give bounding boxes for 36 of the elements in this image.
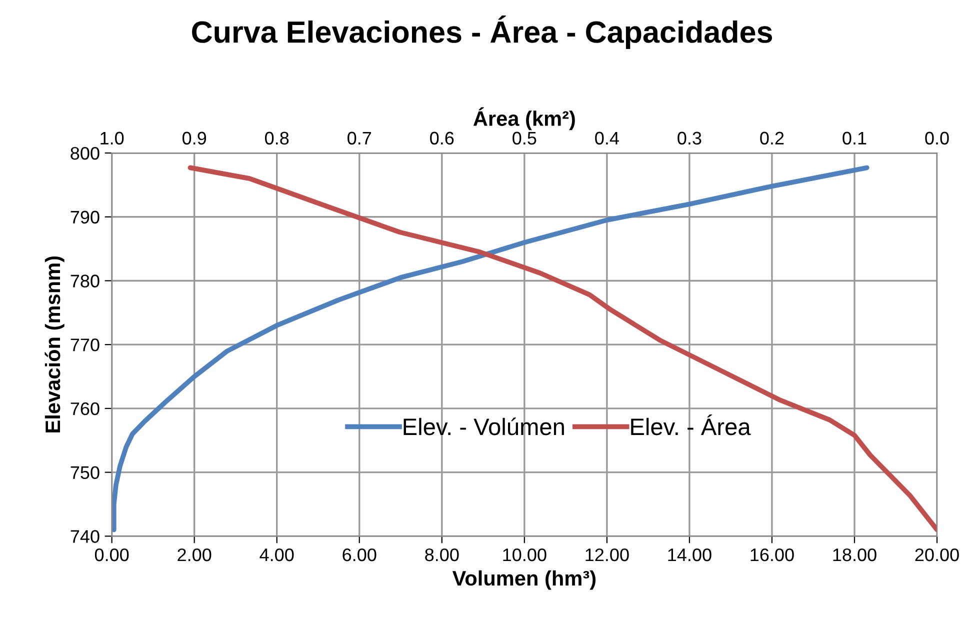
x2-axis-title: Área (km²) (473, 107, 575, 130)
chart-title: Curva Elevaciones - Área - Capacidades (192, 16, 772, 49)
x2-tick-label: 0.7 (348, 132, 372, 145)
y-tick-label: 780 (70, 274, 100, 288)
x-tick-label: 12.00 (586, 548, 629, 562)
y-tick-label: 770 (70, 338, 100, 352)
x2-tick-label: 0.3 (678, 132, 702, 145)
x2-tick-label: 1.0 (100, 132, 124, 145)
legend-label: Elev. - Volúmen (404, 418, 564, 436)
x-tick-label: 10.00 (503, 548, 546, 562)
x-tick-label: 16.00 (750, 548, 794, 562)
x-tick-label: 6.00 (342, 548, 376, 562)
x2-tick-label: 0.4 (595, 132, 619, 145)
x-tick-label: 0.00 (94, 548, 129, 562)
y-tick-label: 800 (70, 146, 100, 160)
x-tick-label: 18.00 (833, 548, 876, 562)
x-tick-label: 2.00 (178, 548, 212, 562)
y-tick-label: 740 (70, 530, 100, 543)
y-tick-label: 760 (70, 402, 100, 416)
x-tick-label: 8.00 (425, 548, 459, 562)
x2-tick-label: 0.2 (760, 132, 784, 145)
x2-tick-label: 0.5 (512, 132, 536, 145)
x-tick-label: 4.00 (260, 548, 294, 562)
x2-tick-label: 0.6 (430, 132, 454, 145)
x2-tick-label: 0.8 (265, 132, 289, 145)
x2-tick-label: 0.1 (842, 132, 866, 145)
legend-label: Elev. - Área (631, 414, 751, 436)
x-tick-label: 20.00 (915, 548, 959, 562)
y-tick-label: 790 (70, 210, 100, 224)
y-tick-label: 750 (70, 466, 100, 480)
x2-tick-label: 0.0 (925, 132, 949, 145)
line-series (112, 165, 870, 532)
x-tick-label: 14.00 (668, 548, 712, 562)
y-axis-title: Elevación (msnm) (44, 256, 64, 432)
x-axis-title: Volumen (hm³) (452, 570, 596, 590)
x2-tick-label: 0.9 (182, 132, 206, 145)
